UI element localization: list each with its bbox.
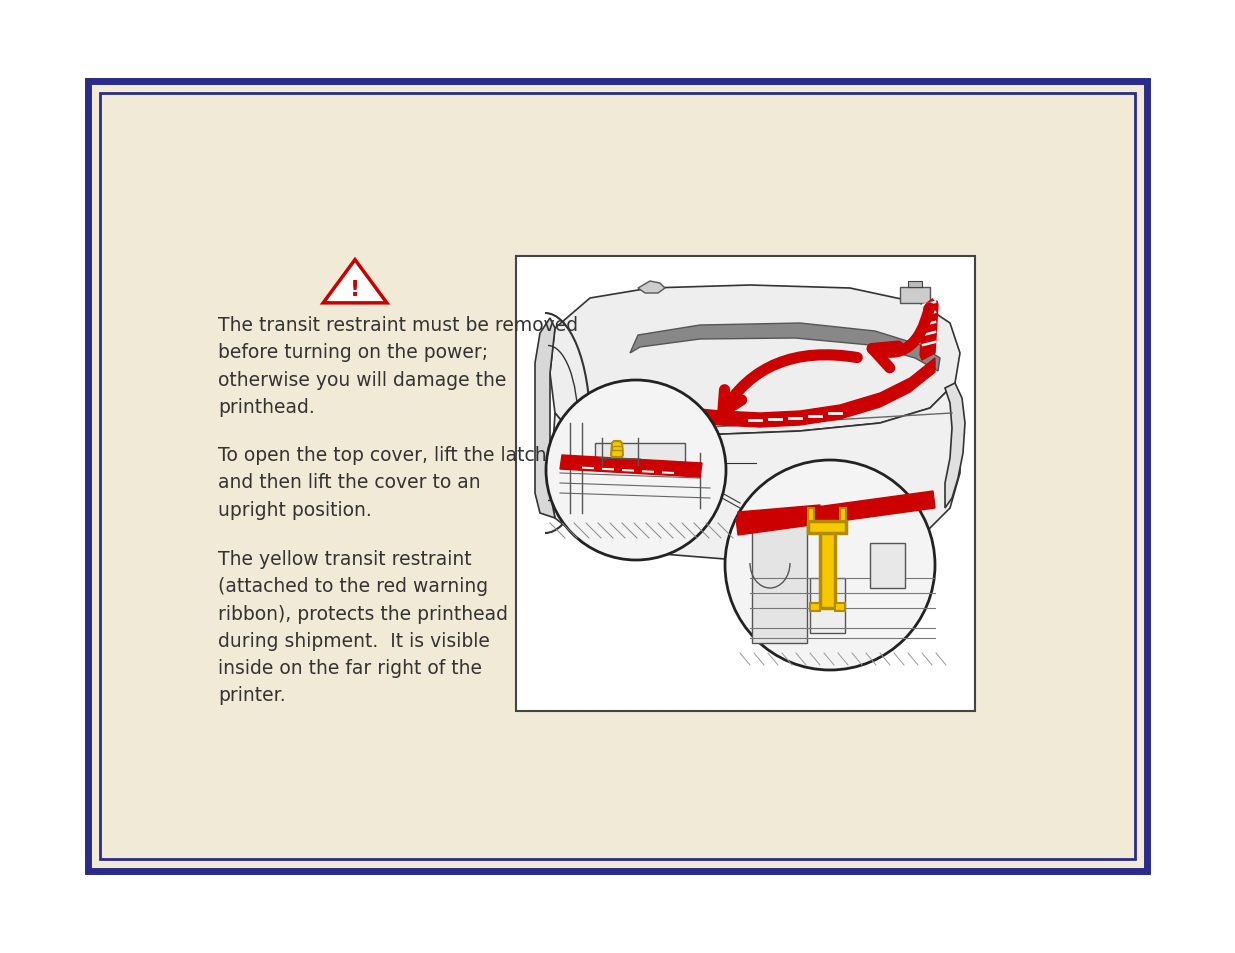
Polygon shape [840,509,846,521]
Polygon shape [945,384,965,509]
Bar [810,603,820,612]
Polygon shape [739,505,820,525]
FancyArrowPatch shape [722,355,857,413]
Text: The yellow transit restraint
(attached to the red warning
ribbon), protects the : The yellow transit restraint (attached t… [219,550,508,704]
Polygon shape [613,447,622,451]
Polygon shape [611,441,622,457]
Bar [820,529,835,608]
Polygon shape [600,358,935,428]
Polygon shape [736,492,935,536]
Polygon shape [550,384,960,561]
Bar [100,94,1135,859]
Bar [835,603,845,612]
Text: To open the top cover, lift the latch
and then lift the cover to an
upright posi: To open the top cover, lift the latch an… [219,446,547,519]
Polygon shape [638,282,664,294]
Polygon shape [630,324,940,372]
Circle shape [546,380,726,560]
Text: !: ! [350,280,361,300]
Bar [752,523,806,643]
Bar [516,256,974,711]
Polygon shape [324,260,387,304]
Bar [808,521,846,534]
Polygon shape [535,318,555,518]
Bar [595,443,685,465]
Polygon shape [808,509,814,521]
Circle shape [725,460,935,670]
Bar [810,578,845,634]
Text: The transit restraint must be removed
before turning on the power;
otherwise you: The transit restraint must be removed be… [219,315,578,416]
Polygon shape [550,286,960,437]
FancyArrowPatch shape [872,309,930,369]
Polygon shape [559,456,701,477]
Polygon shape [908,282,923,288]
Bar [900,288,930,304]
Bar [869,543,905,588]
Bar [88,82,1147,871]
Polygon shape [920,302,939,360]
